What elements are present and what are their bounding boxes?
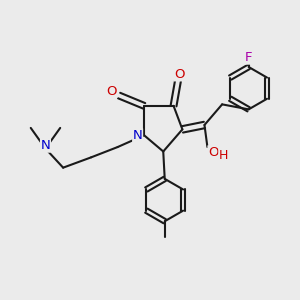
Text: H: H [219,149,228,162]
Text: O: O [174,68,185,81]
Text: N: N [40,139,50,152]
Text: O: O [208,146,219,159]
Text: F: F [245,51,252,64]
Text: N: N [133,129,142,142]
Text: O: O [106,85,117,98]
